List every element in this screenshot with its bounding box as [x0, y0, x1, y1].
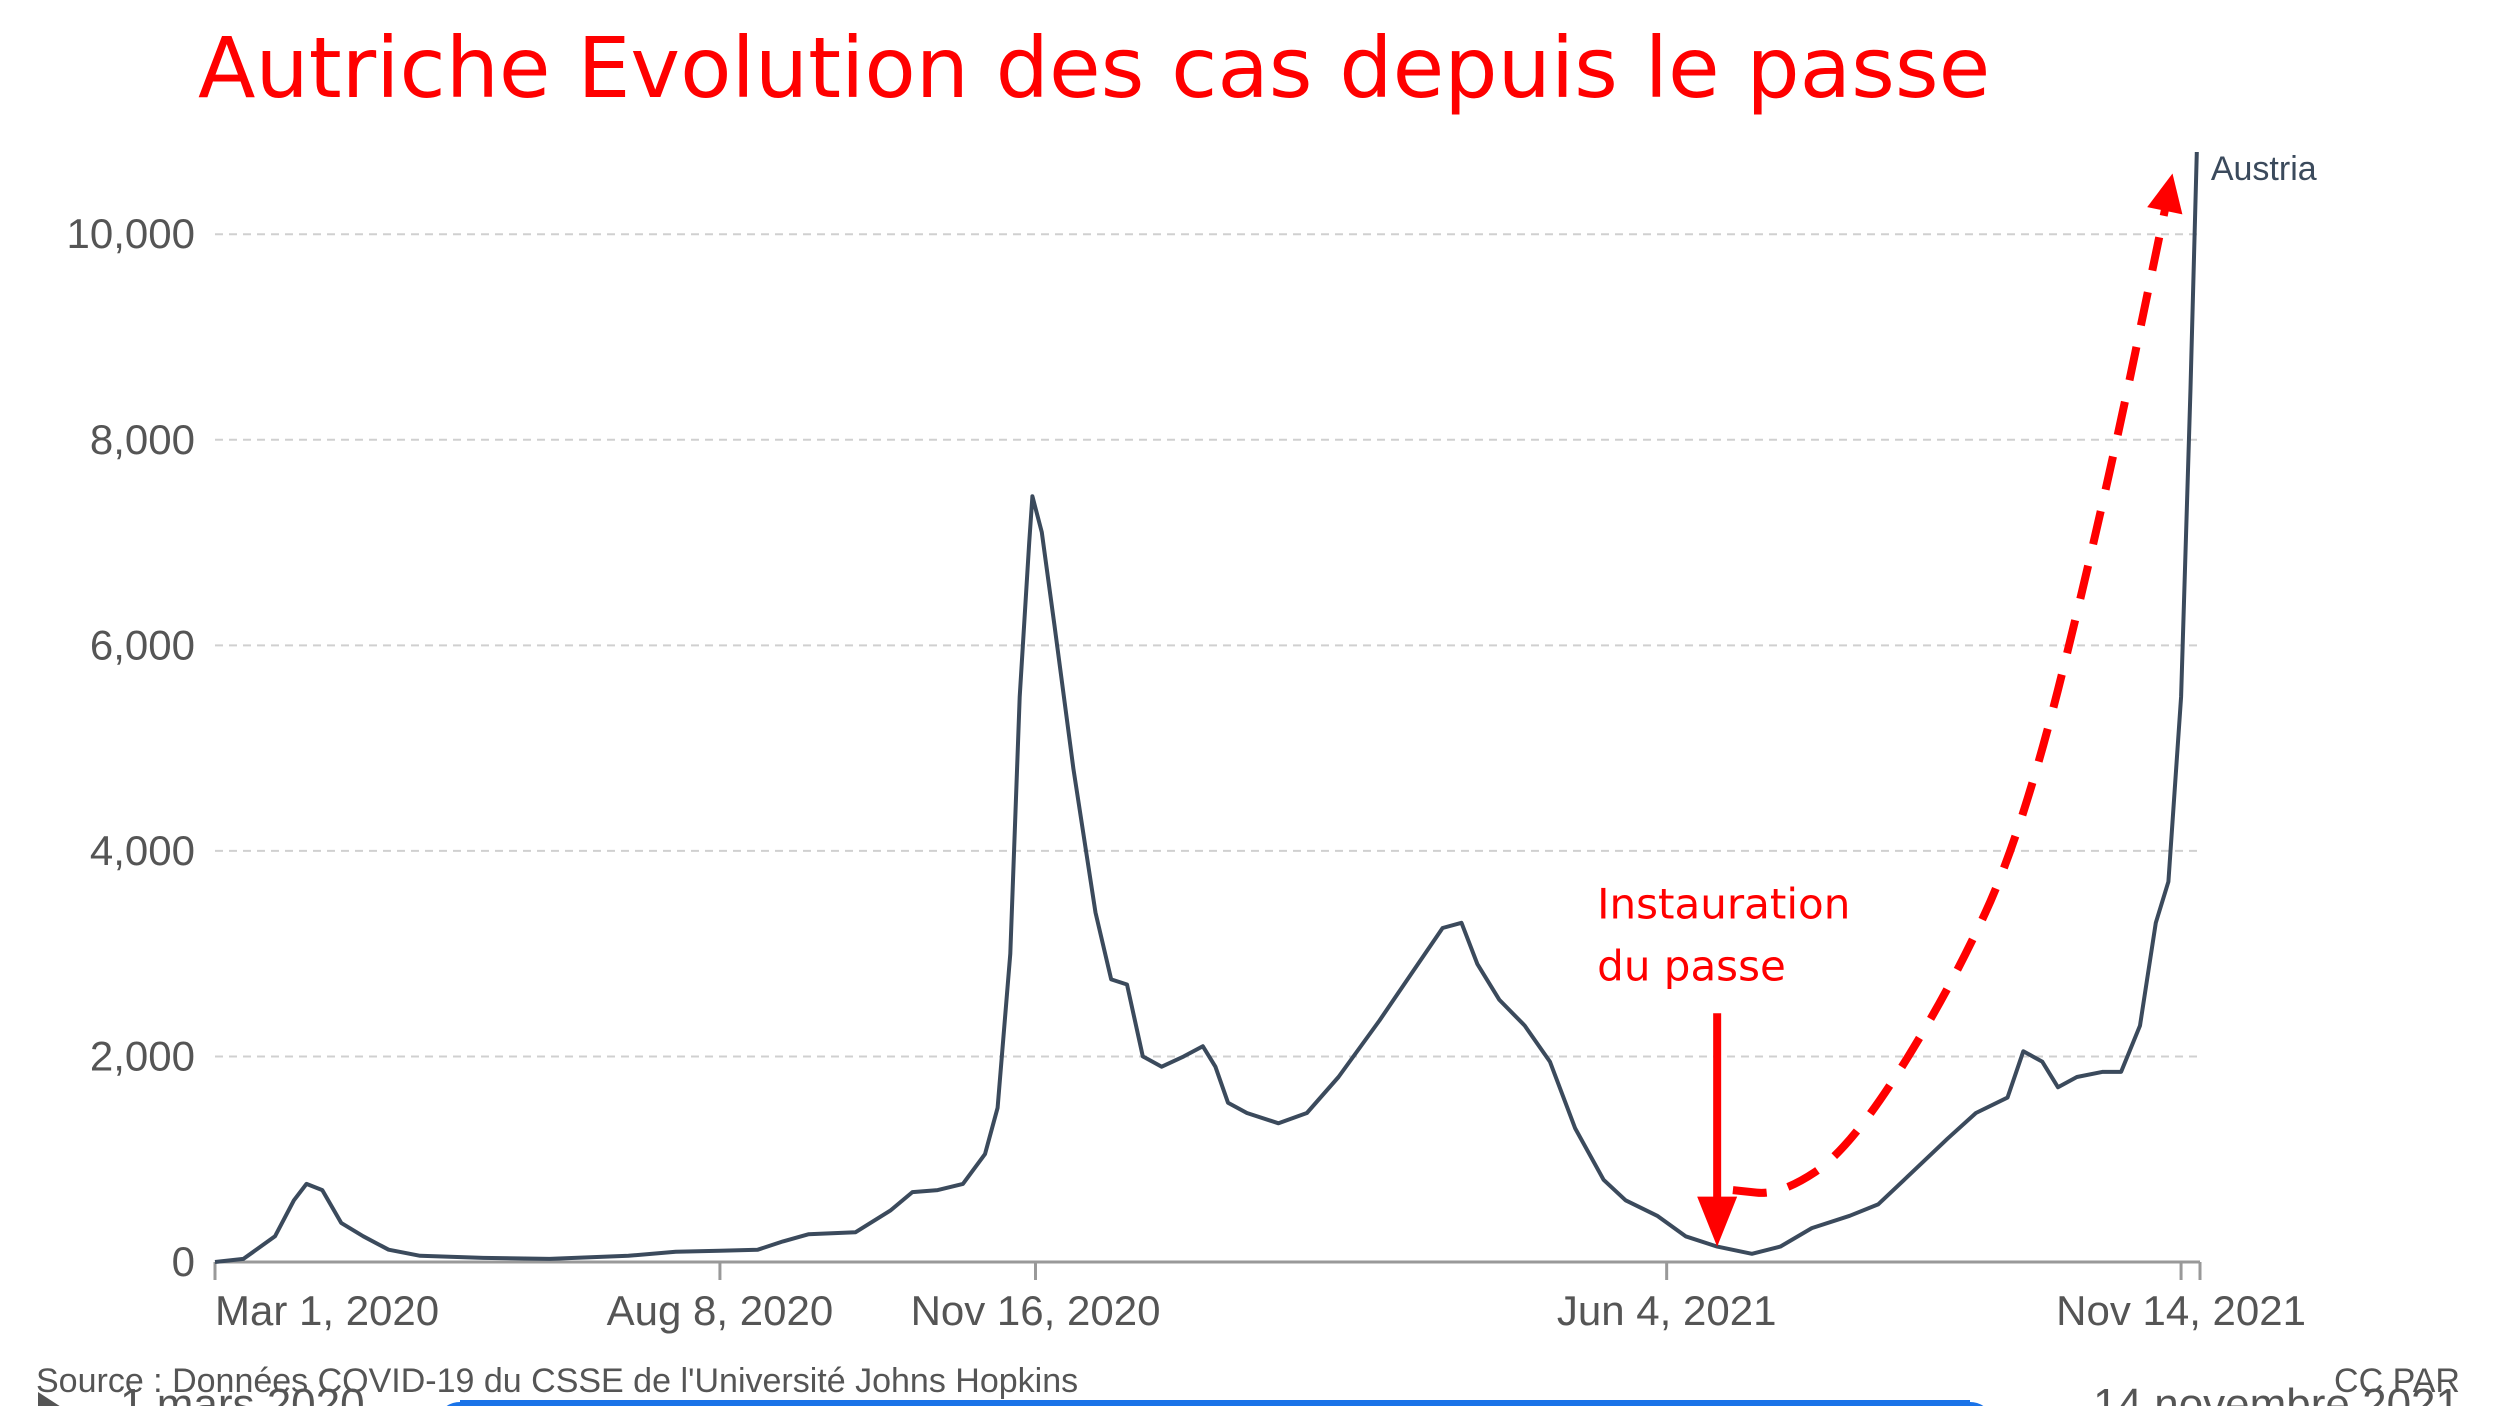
series-line-austria [214, 151, 2199, 1264]
x-tick-label: Nov 16, 2020 [911, 1287, 1161, 1334]
timeline-end-date: 14 novembre 2021 [2093, 1380, 2460, 1406]
y-tick-label: 6,000 [90, 621, 195, 668]
timeline-controls: 1 mars 2020 14 novembre 2021 [0, 1380, 2500, 1406]
annotations: Instauration du passe [1597, 173, 2183, 1247]
page-title: Autriche Evolution des cas depuis le pas… [198, 19, 1991, 117]
slider-handle-end[interactable] [1946, 1402, 1994, 1406]
projection-arrowhead [2147, 173, 2183, 215]
x-tick-label: Nov 14, 2021 [2056, 1287, 2306, 1334]
timeline-start-date: 1 mars 2020 [120, 1380, 365, 1406]
x-tick-label: Mar 1, 2020 [215, 1287, 439, 1334]
play-icon[interactable] [38, 1392, 72, 1406]
timeline-slider-track[interactable] [436, 1400, 1994, 1406]
axes: 0 2,000 4,000 6,000 8,000 10,000 Mar 1, 2020 Au… [67, 210, 2306, 1334]
annotation-arrowhead [1697, 1196, 1738, 1247]
x-tick-label: Jun 4, 2021 [1557, 1287, 1777, 1334]
series-label-austria: Austria [2211, 150, 2317, 188]
y-tick-label: 4,000 [90, 827, 195, 874]
source-note: Source : Données COVID-19 du CSSE de l'U… [36, 1362, 1079, 1400]
annotation-label: du passe [1597, 941, 1786, 990]
y-tick-label: 10,000 [67, 210, 195, 257]
projection-dashed-arrow [1732, 192, 2173, 1197]
series: Austria [214, 150, 2317, 1264]
annotation-label: Instauration [1597, 879, 1850, 928]
gridlines [215, 233, 2200, 1058]
y-tick-label: 0 [172, 1238, 195, 1285]
license-note: CC PAR [2334, 1362, 2460, 1400]
y-tick-label: 2,000 [90, 1032, 195, 1079]
y-tick-label: 8,000 [90, 416, 195, 463]
x-tick-label: Aug 8, 2020 [607, 1287, 834, 1334]
slider-handle-start[interactable] [436, 1402, 484, 1406]
